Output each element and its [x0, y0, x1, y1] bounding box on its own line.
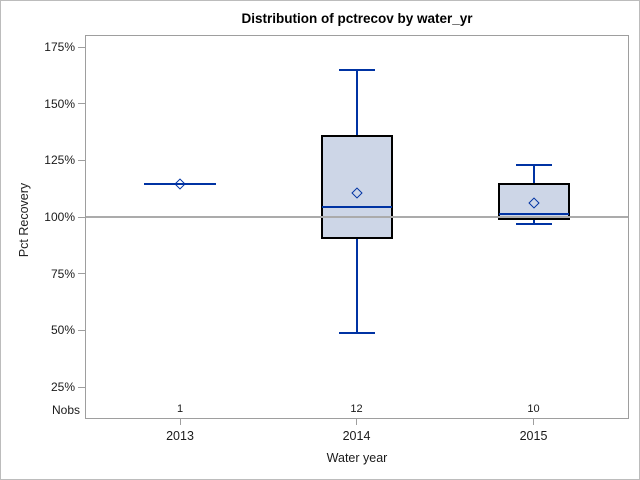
lower-whisker-line — [355, 238, 358, 333]
x-tick-label: 2014 — [342, 429, 371, 443]
y-tick-label: 100% — [44, 210, 75, 224]
x-tick-mark — [533, 419, 534, 425]
median-line — [144, 182, 216, 185]
x-tick-mark — [179, 419, 181, 425]
nobs-row-label: Nobs — [51, 403, 80, 417]
chart-title: Distribution of pctrecov by water_yr — [241, 11, 473, 26]
upper-whisker-cap — [338, 68, 375, 71]
y-tick-label: 175% — [44, 40, 75, 54]
y-tick-mark — [78, 273, 85, 275]
nobs-value: 12 — [350, 403, 363, 415]
y-tick-label: 25% — [50, 380, 75, 394]
y-tick-label: 75% — [50, 266, 75, 281]
reference-line — [86, 216, 628, 218]
lower-whisker-cap — [515, 222, 552, 225]
y-tick-label: 150% — [44, 96, 75, 111]
y-tick-mark — [78, 216, 85, 218]
median-line — [321, 205, 392, 208]
median-line — [498, 212, 569, 215]
y-tick-mark — [78, 386, 85, 388]
lower-whisker-cap — [338, 331, 375, 334]
nobs-value: 1 — [176, 403, 184, 415]
y-tick-mark — [78, 159, 85, 161]
iqr-box — [320, 135, 393, 239]
y-tick-label: 50% — [50, 323, 75, 338]
x-axis-title: Water year — [326, 451, 388, 465]
x-tick-label: 2013 — [166, 429, 194, 443]
y-tick-mark — [78, 103, 85, 105]
nobs-value: 10 — [527, 403, 540, 415]
lower-whisker-line — [532, 220, 535, 224]
upper-whisker-line — [532, 164, 535, 183]
upper-whisker-cap — [515, 163, 552, 166]
x-tick-mark — [356, 419, 357, 425]
y-tick-mark — [78, 46, 85, 48]
y-tick-label: 125% — [44, 153, 75, 168]
y-tick-mark — [78, 329, 85, 331]
x-tick-label: 2015 — [519, 429, 548, 443]
upper-whisker-line — [355, 69, 358, 136]
